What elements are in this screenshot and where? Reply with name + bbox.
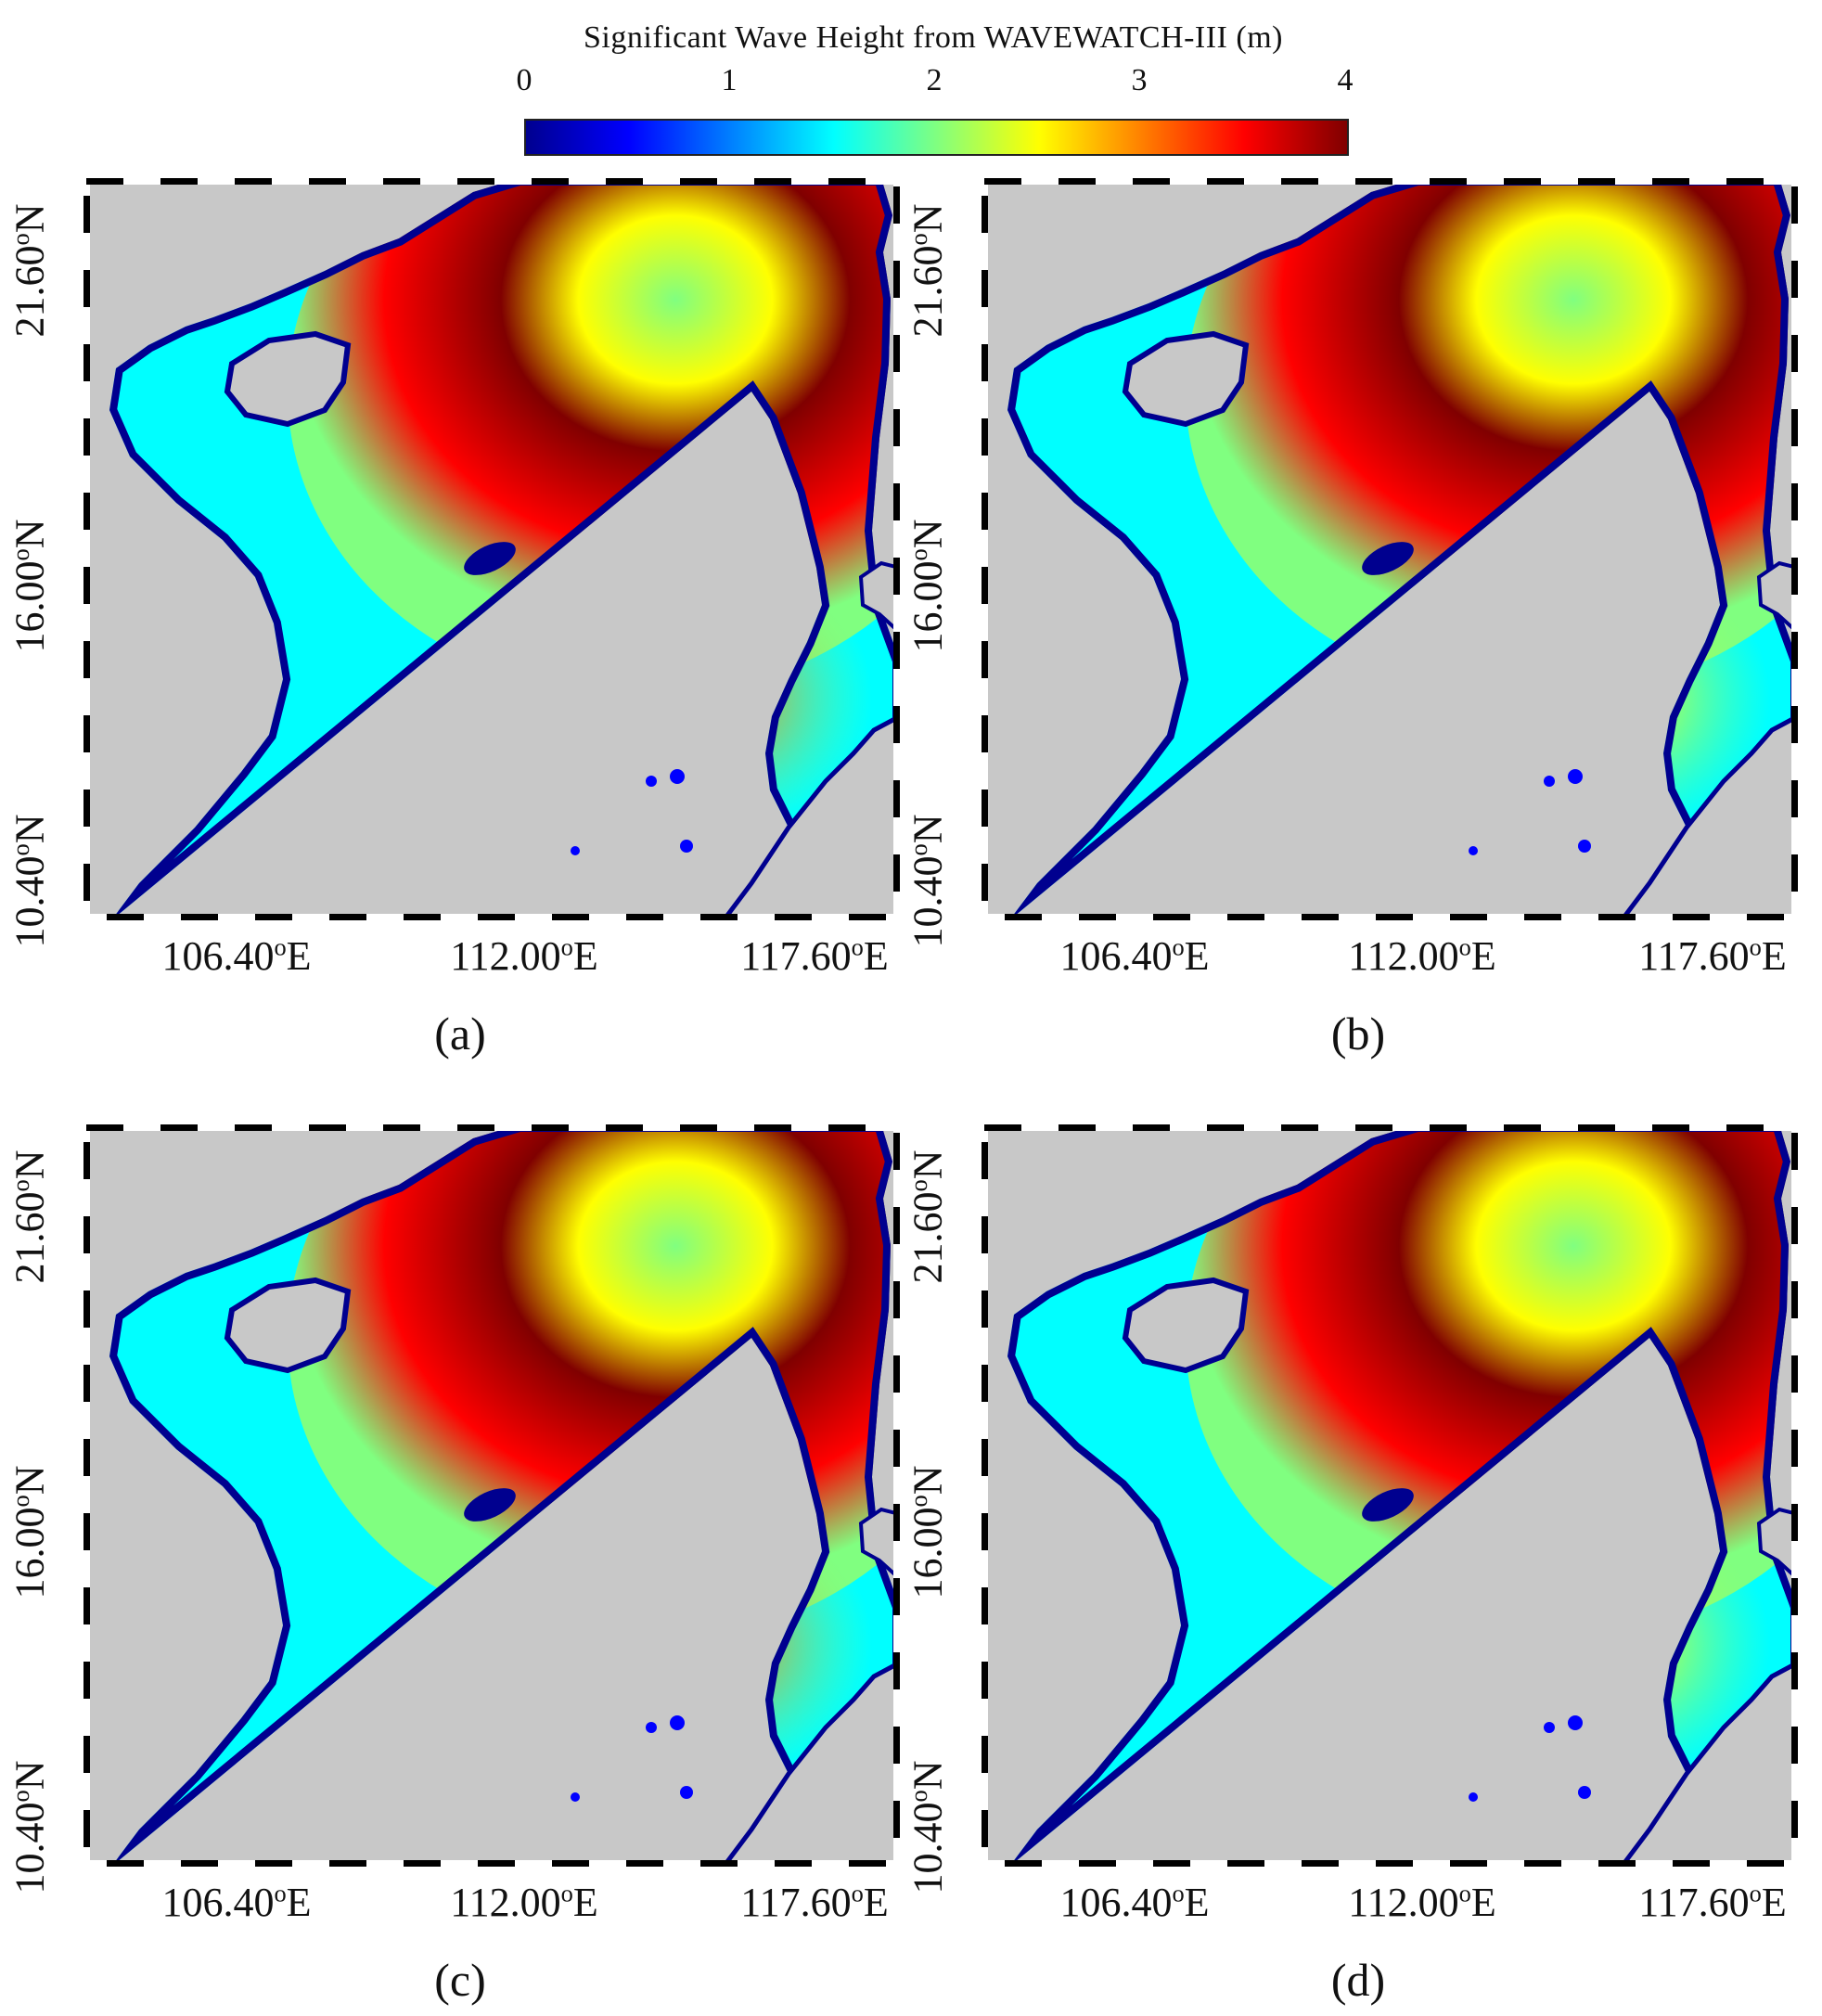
paracel-shoal: [1362, 1488, 1414, 1522]
colorbar-tick: 2: [926, 63, 943, 97]
latitude-label: 16.00oN: [904, 1465, 951, 1599]
colorbar-title: Significant Wave Height from WAVEWATCH-I…: [584, 20, 1283, 55]
luzon-coast: [858, 560, 900, 636]
spratly-island: [571, 846, 580, 855]
spratly-island: [571, 1792, 580, 1802]
spratly-island: [1578, 1786, 1591, 1799]
longitude-label: 106.40oE: [161, 932, 312, 979]
colorbar: [524, 119, 1349, 156]
spratly-island: [1578, 840, 1591, 853]
latitude-label: 21.60oN: [6, 1149, 53, 1284]
latitude-label: 16.00oN: [904, 519, 951, 653]
coastal-low-band: [1007, 178, 1798, 920]
paracel-shoal: [1362, 542, 1414, 575]
borneo-coast: [720, 1660, 900, 1867]
panel-label-a: (a): [434, 1008, 486, 1059]
longitude-label: 117.60oE: [740, 932, 889, 979]
colorbar-tick: 1: [721, 63, 738, 97]
latitude-label: 16.00oN: [6, 1465, 53, 1599]
longitude-label: 117.60oE: [1638, 1879, 1787, 1925]
longitude-label: 106.40oE: [1059, 932, 1210, 979]
borneo-coast: [1618, 713, 1798, 920]
map-border: [83, 1124, 900, 1867]
panel-label-b: (b): [1330, 1008, 1386, 1059]
hainan-island: [224, 1277, 352, 1374]
latitude-label: 10.40oN: [6, 814, 53, 948]
border-dashes: [83, 178, 900, 920]
wave-height-map: [982, 1124, 1798, 1867]
longitude-label: 117.60oE: [740, 1879, 889, 1925]
borneo-coast: [1618, 1660, 1798, 1867]
latitude-label: 10.40oN: [904, 814, 951, 948]
map-border: [83, 178, 900, 920]
border-dashes: [83, 1124, 900, 1867]
colorbar-tick: 3: [1131, 63, 1148, 97]
latitude-label: 21.60oN: [904, 203, 951, 338]
spratly-island: [1469, 846, 1478, 855]
panel-label-d: (d): [1330, 1954, 1386, 2006]
luzon-coast: [1756, 1507, 1798, 1582]
spratly-island: [1544, 1722, 1555, 1733]
spratly-island: [1469, 1792, 1478, 1802]
coastal-low-band: [1007, 1124, 1798, 1867]
latitude-label: 21.60oN: [6, 203, 53, 338]
spratly-island: [646, 776, 657, 787]
longitude-label: 106.40oE: [161, 1879, 312, 1925]
hainan-island: [1122, 330, 1250, 428]
border-dashes: [982, 178, 1798, 920]
wave-height-map: [83, 1124, 900, 1867]
colorbar-tick: 0: [516, 63, 532, 97]
spratly-island: [1544, 776, 1555, 787]
spratly-island: [1568, 1715, 1583, 1730]
map-panel-d: [982, 1124, 1798, 1867]
longitude-label: 112.00oE: [450, 932, 598, 979]
paracel-shoal: [464, 1488, 516, 1522]
map-border: [982, 1124, 1798, 1867]
spratly-island: [1568, 769, 1583, 784]
spratly-island: [680, 840, 693, 853]
longitude-label: 106.40oE: [1059, 1879, 1210, 1925]
map-panel-c: [83, 1124, 900, 1867]
paracel-shoal: [464, 542, 516, 575]
wave-height-map: [982, 178, 1798, 920]
latitude-label: 16.00oN: [6, 519, 53, 653]
hainan-island: [224, 330, 352, 428]
latitude-label: 10.40oN: [904, 1760, 951, 1894]
spratly-island: [670, 1715, 685, 1730]
wave-height-map: [83, 178, 900, 920]
map-panel-b: [982, 178, 1798, 920]
latitude-label: 21.60oN: [904, 1149, 951, 1284]
borneo-coast: [720, 713, 900, 920]
longitude-label: 112.00oE: [1348, 932, 1496, 979]
map-panel-a: [83, 178, 900, 920]
longitude-label: 112.00oE: [1348, 1879, 1496, 1925]
spratly-island: [646, 1722, 657, 1733]
luzon-coast: [858, 1507, 900, 1582]
spratly-island: [680, 1786, 693, 1799]
longitude-label: 112.00oE: [450, 1879, 598, 1925]
map-border: [982, 178, 1798, 920]
spratly-island: [670, 769, 685, 784]
latitude-label: 10.40oN: [6, 1760, 53, 1894]
hainan-island: [1122, 1277, 1250, 1374]
luzon-coast: [1756, 560, 1798, 636]
coastal-low-band: [109, 1124, 900, 1867]
panel-label-c: (c): [434, 1954, 486, 2006]
border-dashes: [982, 1124, 1798, 1867]
longitude-label: 117.60oE: [1638, 932, 1787, 979]
colorbar-tick: 4: [1337, 63, 1354, 97]
